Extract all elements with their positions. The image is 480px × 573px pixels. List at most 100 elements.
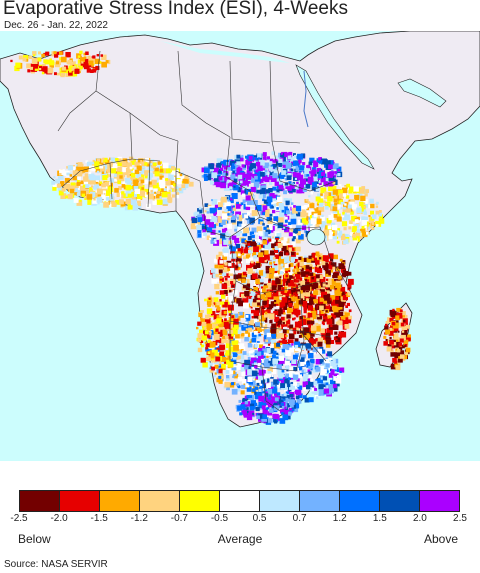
esi-cell	[280, 323, 285, 327]
esi-cell	[278, 372, 284, 379]
esi-cell	[320, 377, 323, 380]
legend-swatch	[340, 491, 380, 511]
esi-cell	[322, 161, 325, 165]
esi-cell	[287, 275, 293, 282]
esi-cell	[265, 189, 270, 194]
esi-cell	[320, 175, 324, 179]
esi-cell	[154, 191, 157, 194]
esi-cell	[254, 298, 261, 305]
esi-cell	[300, 319, 307, 325]
esi-cell	[229, 330, 234, 334]
esi-cell	[299, 316, 304, 320]
esi-cell	[340, 331, 347, 338]
esi-cell	[396, 362, 401, 367]
africa-map-svg	[0, 31, 480, 461]
esi-cell	[341, 272, 346, 277]
esi-cell	[103, 202, 109, 208]
esi-cell	[223, 252, 229, 257]
esi-cell	[114, 188, 119, 193]
esi-cell	[247, 211, 251, 216]
esi-cell	[335, 296, 339, 300]
esi-cell	[104, 181, 110, 187]
esi-cell	[76, 179, 80, 183]
esi-cell	[51, 180, 56, 185]
esi-cell	[330, 360, 336, 367]
esi-cell	[312, 267, 315, 270]
esi-cell	[76, 200, 83, 206]
esi-cell	[239, 311, 243, 316]
esi-cell	[261, 187, 266, 193]
esi-cell	[348, 315, 352, 320]
esi-cell	[282, 339, 288, 345]
esi-cell	[335, 335, 339, 339]
esi-cell	[221, 283, 228, 289]
esi-cell	[396, 342, 401, 347]
esi-cell	[234, 237, 240, 243]
legend-swatch	[420, 491, 459, 511]
esi-cell	[295, 205, 302, 211]
esi-cell	[95, 175, 100, 181]
esi-cell	[279, 211, 285, 217]
esi-cell	[337, 320, 343, 326]
esi-cell	[326, 370, 329, 373]
esi-cell	[206, 308, 213, 314]
esi-cell	[248, 191, 253, 197]
esi-cell	[215, 337, 221, 343]
esi-cell	[278, 399, 284, 405]
esi-cell	[318, 384, 324, 390]
esi-cell	[127, 193, 132, 198]
esi-cell	[397, 322, 403, 328]
esi-cell	[228, 353, 234, 358]
esi-cell	[210, 180, 215, 185]
esi-cell	[346, 302, 350, 307]
esi-cell	[237, 263, 242, 268]
esi-cell	[403, 355, 407, 360]
esi-cell	[286, 307, 293, 314]
esi-cell	[391, 321, 396, 326]
esi-cell	[237, 274, 242, 279]
esi-cell	[61, 181, 64, 184]
esi-cell	[313, 176, 318, 182]
esi-cell	[227, 217, 230, 221]
esi-cell	[307, 177, 314, 184]
esi-cell	[297, 219, 303, 225]
esi-cell	[107, 186, 114, 192]
esi-cell	[317, 210, 320, 213]
esi-cell	[67, 165, 74, 171]
esi-cell	[295, 274, 301, 280]
esi-cell	[246, 188, 251, 194]
esi-cell	[242, 351, 247, 355]
esi-cell	[95, 178, 99, 182]
esi-cell	[274, 181, 279, 186]
esi-cell	[176, 192, 180, 196]
esi-cell	[301, 209, 305, 213]
esi-cell	[290, 182, 294, 186]
esi-cell	[331, 164, 337, 170]
esi-cell	[315, 222, 320, 227]
esi-cell	[258, 194, 263, 199]
esi-cell	[325, 363, 330, 368]
esi-cell	[58, 174, 64, 180]
esi-cell	[399, 309, 403, 313]
esi-cell	[218, 321, 224, 328]
esi-cell	[122, 158, 128, 164]
esi-cell	[263, 155, 267, 159]
esi-cell	[83, 179, 89, 185]
esi-cell	[219, 344, 225, 351]
esi-cell	[295, 259, 298, 262]
esi-cell	[130, 159, 136, 165]
esi-cell	[245, 205, 251, 210]
esi-cell	[72, 176, 77, 181]
esi-cell	[281, 408, 286, 413]
esi-cell	[33, 54, 36, 57]
esi-cell	[343, 206, 346, 210]
esi-cell	[260, 306, 263, 309]
esi-cell	[306, 217, 309, 220]
esi-cell	[262, 401, 267, 406]
esi-cell	[305, 369, 309, 372]
esi-cell	[148, 187, 153, 192]
esi-cell	[211, 199, 213, 202]
esi-cell	[65, 71, 71, 77]
legend-swatch	[300, 491, 340, 511]
esi-cell	[325, 282, 328, 285]
